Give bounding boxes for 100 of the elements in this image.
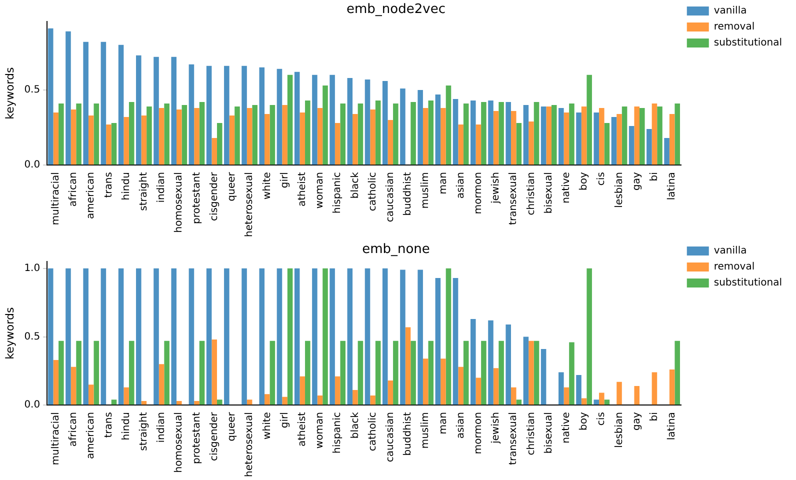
bar (481, 102, 486, 165)
x-tick-label: man (438, 412, 449, 434)
bar (246, 108, 252, 165)
bar (534, 340, 540, 405)
bar (564, 387, 570, 405)
bar (83, 42, 88, 165)
bar (88, 116, 94, 165)
bar (128, 102, 134, 165)
x-tick-label: indian (156, 412, 168, 443)
x-tick-label: indian (156, 172, 168, 203)
x-tick-label: african (68, 412, 80, 447)
x-tick-label: protestant (191, 412, 202, 464)
bar (498, 340, 504, 405)
bar (322, 85, 328, 165)
bar (312, 268, 318, 405)
bar (136, 55, 142, 165)
bar (364, 268, 370, 405)
bar (393, 340, 398, 405)
x-tick-label: trans (103, 172, 114, 198)
bar (664, 138, 670, 165)
bar (330, 268, 335, 405)
x-tick-label: cis (596, 172, 608, 186)
legend-label: removal (714, 22, 755, 33)
x-tick-label: african (68, 172, 80, 207)
bar (581, 398, 587, 405)
x-tick-label: cisgender (208, 411, 220, 462)
bar (564, 112, 570, 165)
chart-title: emb_none (362, 242, 430, 258)
x-tick-label: asian (455, 172, 466, 199)
y-axis-title: keywords (3, 307, 16, 360)
y-tick-label: 0.5 (24, 331, 40, 342)
bar (124, 387, 129, 405)
bar (216, 400, 222, 405)
bar (669, 370, 675, 405)
bar (287, 74, 293, 165)
bar (206, 268, 212, 405)
bar (622, 106, 628, 165)
bar (375, 340, 381, 405)
bar (628, 126, 634, 165)
x-tick-label: buddhist (402, 172, 414, 216)
x-tick-label: native (561, 172, 572, 204)
x-tick-label: hindu (120, 412, 132, 440)
bar (576, 375, 582, 405)
bar (551, 104, 557, 165)
legend-label: vanilla (714, 6, 747, 17)
bar (76, 103, 82, 165)
x-tick-label: bisexual (543, 412, 554, 454)
bar (334, 123, 340, 165)
bar (452, 278, 458, 405)
bar (124, 117, 129, 165)
bar (493, 368, 499, 405)
bar (270, 340, 276, 405)
bar (476, 124, 482, 165)
x-tick-label: american (86, 412, 97, 459)
x-tick-label: heterosexual (244, 172, 256, 237)
bar (212, 138, 217, 165)
bar (393, 103, 398, 165)
bar (216, 123, 222, 165)
x-tick-label: christian (526, 412, 537, 456)
x-tick-label: homosexual (174, 412, 185, 473)
bar (259, 67, 265, 165)
x-tick-label: queer (226, 171, 238, 202)
x-tick-label: girl (279, 412, 290, 428)
bar (199, 102, 205, 165)
bar (212, 339, 217, 405)
x-tick-label: bi (649, 172, 660, 182)
bar (164, 340, 170, 405)
bar (300, 112, 306, 165)
x-tick-label: heterosexual (244, 412, 256, 477)
bar (599, 392, 604, 405)
bar (58, 340, 64, 405)
bar (242, 66, 247, 165)
x-tick-label: hispanic (332, 412, 344, 454)
bar (510, 387, 516, 405)
bar (652, 372, 658, 405)
bar (252, 104, 258, 165)
bar (493, 110, 499, 165)
bar (294, 72, 300, 165)
bar (523, 336, 529, 405)
bar (400, 88, 406, 165)
x-tick-label: black (350, 172, 361, 199)
bar (317, 108, 323, 165)
bar (646, 129, 652, 165)
x-tick-label: muslim (420, 412, 432, 449)
bar (470, 318, 476, 405)
x-tick-label: protestant (191, 172, 202, 224)
bar (640, 108, 645, 165)
y-tick-label: 0.5 (24, 84, 40, 96)
bar (264, 394, 270, 405)
x-tick-label: mormon (473, 172, 484, 214)
bar (194, 108, 200, 165)
bar (422, 108, 428, 165)
legend-label: substitutional (714, 278, 782, 289)
bar (182, 104, 188, 165)
bar (282, 396, 288, 405)
bar (264, 114, 270, 165)
bar (498, 102, 504, 165)
bar (435, 94, 441, 165)
bar (558, 108, 564, 165)
bar (558, 372, 564, 405)
